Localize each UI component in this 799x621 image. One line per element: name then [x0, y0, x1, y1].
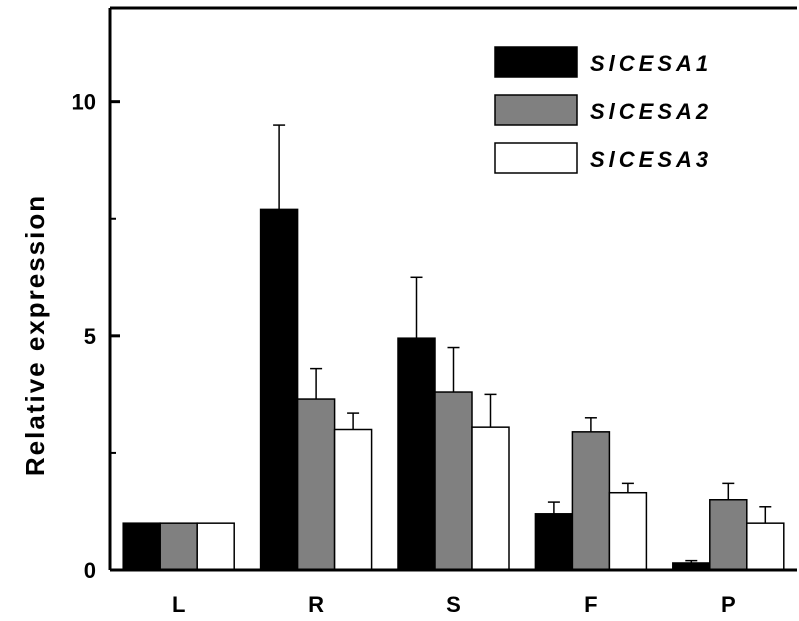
y-tick-label: 0 [84, 558, 96, 583]
y-tick-label: 5 [84, 324, 96, 349]
x-tick-label: L [172, 592, 185, 617]
bar-SlCESA1-L [122, 522, 161, 571]
bar-SlCESA2-L [159, 522, 198, 571]
x-tick-label: F [584, 592, 597, 617]
bar-SlCESA2-S [434, 391, 473, 571]
bar-SlCESA3-L [196, 522, 235, 571]
bar-SlCESA2-R [296, 398, 336, 571]
bar-SlCESA1-F [534, 513, 574, 571]
legend-label-SlCESA2: SlCESA2 [590, 99, 712, 124]
bar-SlCESA3-S [471, 426, 510, 571]
legend-label-SlCESA3: SlCESA3 [590, 147, 712, 172]
bar-SlCESA2-P [709, 499, 748, 571]
legend: SlCESA1 SlCESA2 SlCESA3 [494, 46, 712, 174]
bar-SlCESA1-R [259, 208, 299, 571]
x-tick-label: S [446, 592, 461, 617]
y-tick-label: 10 [72, 90, 96, 115]
legend-label-SlCESA1: SlCESA1 [590, 51, 712, 76]
y-axis: 0 5 10 [72, 8, 120, 583]
y-axis-label: Relative expression [20, 194, 50, 476]
x-tick-label: P [721, 592, 736, 617]
bar-SlCESA2-F [571, 431, 611, 571]
legend-swatch-SlCESA3 [494, 142, 578, 174]
plot-area [110, 6, 797, 571]
bar-SlCESA3-F [608, 491, 648, 571]
bar-SlCESA3-P [746, 522, 785, 571]
legend-swatch-SlCESA2 [494, 94, 578, 126]
x-tick-label: R [308, 592, 324, 617]
bar-SlCESA3-R [333, 428, 373, 571]
legend-swatch-SlCESA1 [494, 46, 578, 78]
bar-SlCESA1-S [397, 337, 436, 571]
